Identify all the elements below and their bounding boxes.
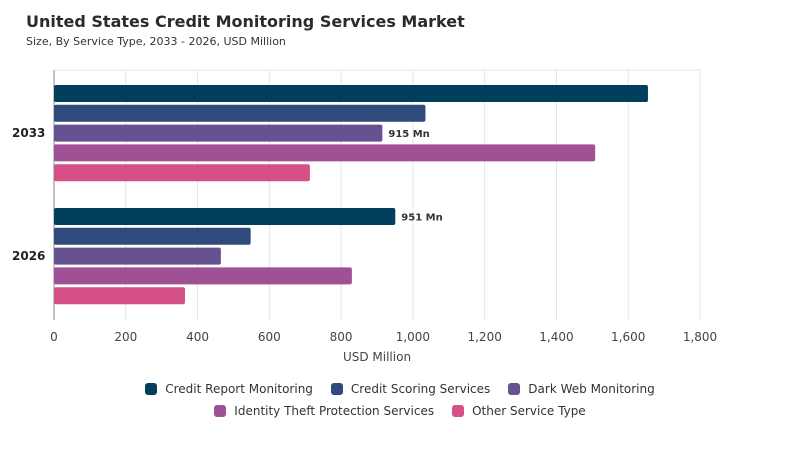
x-tick-label: 800 xyxy=(330,330,353,344)
legend-label: Dark Web Monitoring xyxy=(528,382,655,396)
legend-item: Other Service Type xyxy=(452,404,586,418)
bar xyxy=(54,85,648,102)
bar xyxy=(54,247,221,265)
legend-label: Identity Theft Protection Services xyxy=(234,404,435,418)
bar xyxy=(54,267,352,285)
category-label: 2033 xyxy=(12,126,45,140)
bar xyxy=(54,104,426,122)
x-tick-label: 1,600 xyxy=(611,330,645,344)
bar xyxy=(54,124,383,142)
bar xyxy=(54,287,185,305)
data-label: 915 Mn xyxy=(388,129,429,140)
x-tick-label: 0 xyxy=(50,330,58,344)
bar xyxy=(54,164,310,182)
legend-swatch xyxy=(508,383,521,395)
x-tick-label: 1,400 xyxy=(539,330,573,344)
x-tick-label: 1,800 xyxy=(683,330,717,344)
bar xyxy=(54,144,596,162)
legend-swatch xyxy=(214,405,227,417)
legend-item: Credit Scoring Services xyxy=(330,382,491,396)
legend-swatch xyxy=(452,405,465,417)
legend-swatch xyxy=(330,383,343,395)
data-label: 951 Mn xyxy=(401,213,442,224)
chart-title: United States Credit Monitoring Services… xyxy=(26,12,465,31)
legend-item: Credit Report Monitoring xyxy=(145,382,313,396)
x-tick-label: 400 xyxy=(186,330,209,344)
legend: Credit Report Monitoring Credit Scoring S… xyxy=(40,382,760,418)
legend-label: Other Service Type xyxy=(472,404,586,418)
bar xyxy=(54,208,396,225)
legend-swatch xyxy=(145,383,158,395)
legend-label: Credit Report Monitoring xyxy=(165,382,313,396)
x-tick-label: 1,000 xyxy=(396,330,430,344)
chart-subtitle: Size, By Service Type, 2033 - 2026, USD … xyxy=(26,35,286,48)
legend-label: Credit Scoring Services xyxy=(350,382,491,396)
x-axis-label: USD Million xyxy=(343,350,411,364)
legend-item: Identity Theft Protection Services xyxy=(214,404,434,418)
bar xyxy=(54,227,251,245)
x-tick-label: 1,200 xyxy=(467,330,501,344)
legend-item: Dark Web Monitoring xyxy=(508,382,655,396)
x-tick-label: 200 xyxy=(114,330,137,344)
category-label: 2026 xyxy=(12,249,45,263)
x-tick-label: 600 xyxy=(258,330,281,344)
